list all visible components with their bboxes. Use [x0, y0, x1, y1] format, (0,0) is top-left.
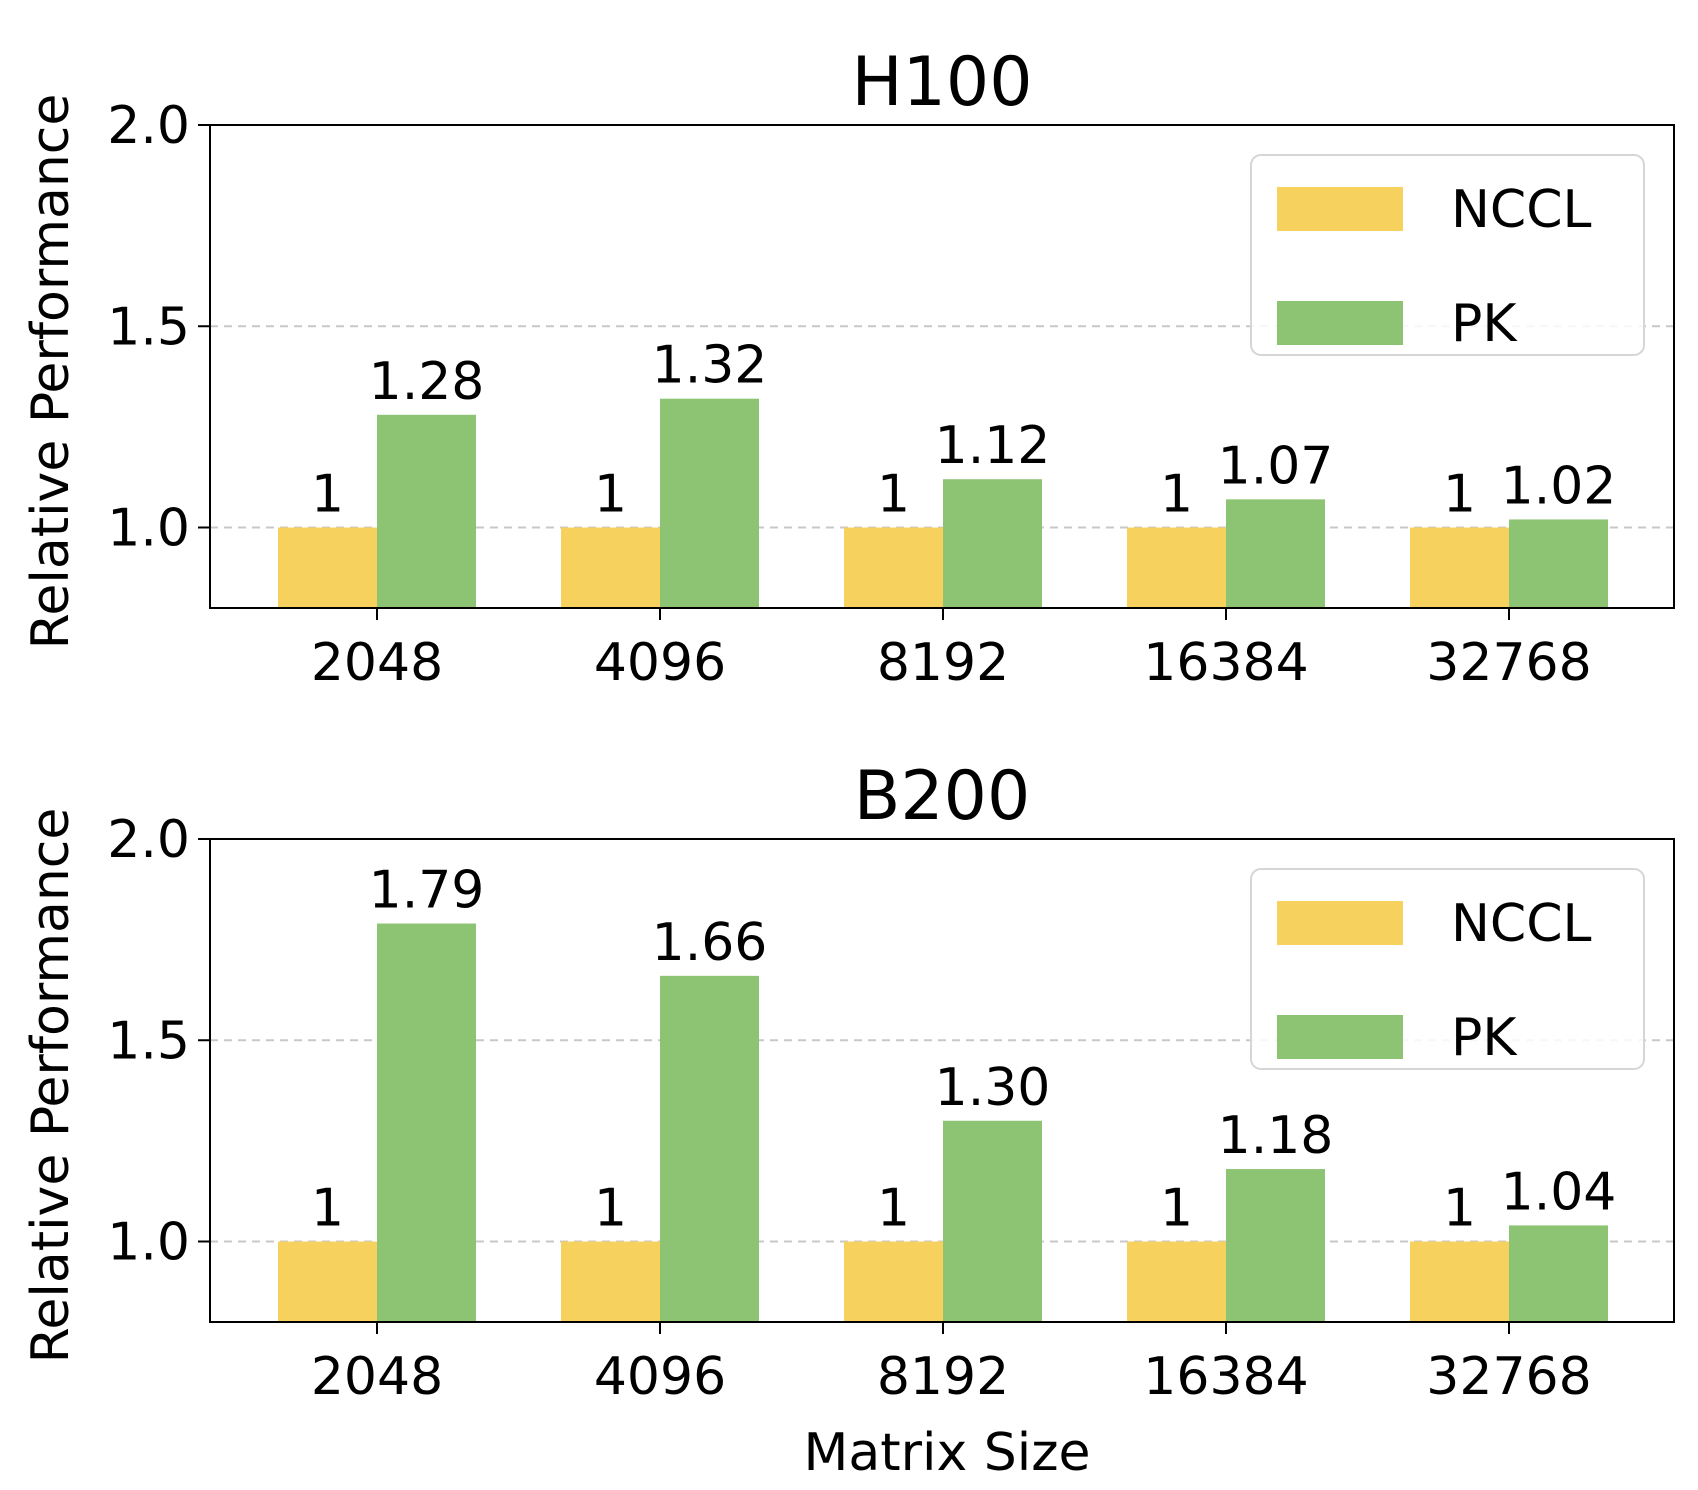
x-axis-label: Matrix Size — [804, 1423, 1091, 1483]
x-tick-label-32768: 32768 — [1426, 1347, 1591, 1407]
x-tick-label-2048: 2048 — [311, 1347, 443, 1407]
bar-nccl-16384 — [1127, 1241, 1226, 1322]
x-tick-label-4096: 4096 — [594, 633, 726, 693]
bar-label-nccl-8192: 1 — [877, 465, 910, 525]
bars: 1 1.28 1 1.32 1 1.12 1 1.07 1 1.02 — [278, 336, 1616, 608]
legend: NCCL PK — [1250, 868, 1645, 1070]
legend-swatch-pk — [1277, 1015, 1403, 1059]
bar-pk-4096 — [660, 975, 759, 1322]
chart-title: B200 — [854, 757, 1030, 836]
legend-label-nccl: NCCL — [1451, 894, 1592, 954]
x-tick-label-2048: 2048 — [311, 633, 443, 693]
x-tick-label-32768: 32768 — [1426, 633, 1591, 693]
legend: NCCL PK — [1250, 154, 1645, 356]
chart-title: H100 — [852, 43, 1033, 122]
legend-swatch-nccl — [1277, 187, 1403, 231]
bar-label-pk-16384: 1.18 — [1218, 1106, 1334, 1166]
bar-label-nccl-2048: 1 — [311, 465, 344, 525]
y-tick-label-2: 2.0 — [107, 810, 190, 870]
y-tick-label-0: 1.0 — [107, 1213, 190, 1273]
bars: 1 1.79 1 1.66 1 1.30 1 1.18 1 1.04 — [278, 861, 1616, 1322]
y-tick-label-1: 1.5 — [107, 297, 190, 357]
bar-nccl-32768 — [1410, 527, 1509, 608]
y-axis: 1.0 1.5 2.0 — [107, 810, 210, 1273]
x-axis: 2048 4096 8192 16384 32768 — [311, 1322, 1592, 1407]
legend-swatch-nccl — [1277, 901, 1403, 945]
bar-nccl-8192 — [844, 1241, 943, 1322]
bar-label-nccl-4096: 1 — [594, 465, 627, 525]
bar-nccl-4096 — [561, 1241, 660, 1322]
bar-nccl-8192 — [844, 527, 943, 608]
y-tick-label-2: 2.0 — [107, 96, 190, 156]
bar-label-pk-32768: 1.04 — [1501, 1162, 1617, 1222]
bar-label-pk-4096: 1.66 — [652, 913, 768, 973]
y-axis-label: Relative Performance — [21, 94, 81, 650]
bar-nccl-32768 — [1410, 1241, 1509, 1322]
x-tick-label-8192: 8192 — [877, 633, 1009, 693]
bar-label-pk-32768: 1.02 — [1501, 456, 1617, 516]
bar-label-nccl-8192: 1 — [877, 1179, 910, 1239]
y-tick-label-1: 1.5 — [107, 1011, 190, 1071]
bar-label-nccl-16384: 1 — [1160, 465, 1193, 525]
bar-label-pk-2048: 1.79 — [369, 861, 485, 921]
x-tick-label-8192: 8192 — [877, 1347, 1009, 1407]
legend-label-pk: PK — [1451, 294, 1518, 354]
legend-label-nccl: NCCL — [1451, 180, 1592, 240]
bar-label-pk-4096: 1.32 — [652, 336, 768, 396]
bar-label-pk-8192: 1.12 — [935, 416, 1051, 476]
bar-label-pk-16384: 1.07 — [1218, 436, 1334, 496]
chart-panel-2: 1 1.79 1 1.66 1 1.30 1 1.18 1 1.04 1.0 1.5 2.0 2048 40… — [21, 757, 1675, 1483]
bar-label-nccl-2048: 1 — [311, 1179, 344, 1239]
bar-pk-8192 — [943, 479, 1042, 608]
bar-pk-32768 — [1509, 519, 1608, 608]
bar-nccl-16384 — [1127, 527, 1226, 608]
bar-label-nccl-16384: 1 — [1160, 1179, 1193, 1239]
y-axis: 1.0 1.5 2.0 — [107, 96, 210, 559]
bar-pk-2048 — [377, 923, 476, 1322]
x-axis: 2048 4096 8192 16384 32768 — [311, 608, 1592, 693]
bar-label-nccl-4096: 1 — [594, 1179, 627, 1239]
bar-label-nccl-32768: 1 — [1443, 1179, 1476, 1239]
bar-pk-16384 — [1226, 1169, 1325, 1322]
bar-label-pk-2048: 1.28 — [369, 352, 485, 412]
chart-panel-1: 1 1.28 1 1.32 1 1.12 1 1.07 1 1.02 1.0 1.5 2.0 2048 40… — [21, 43, 1675, 693]
bar-label-pk-8192: 1.30 — [935, 1058, 1051, 1118]
bar-pk-32768 — [1509, 1225, 1608, 1322]
bar-label-nccl-32768: 1 — [1443, 465, 1476, 525]
legend-swatch-pk — [1277, 301, 1403, 345]
bar-pk-8192 — [943, 1120, 1042, 1322]
legend-label-pk: PK — [1451, 1008, 1518, 1068]
y-tick-label-0: 1.0 — [107, 499, 190, 559]
x-tick-label-4096: 4096 — [594, 1347, 726, 1407]
bar-nccl-2048 — [278, 527, 377, 608]
x-tick-label-16384: 16384 — [1143, 633, 1308, 693]
x-tick-label-16384: 16384 — [1143, 1347, 1308, 1407]
bar-nccl-2048 — [278, 1241, 377, 1322]
bar-nccl-4096 — [561, 527, 660, 608]
bar-pk-4096 — [660, 398, 759, 608]
bar-pk-2048 — [377, 414, 476, 608]
y-axis-label: Relative Performance — [21, 808, 81, 1364]
bar-pk-16384 — [1226, 499, 1325, 608]
